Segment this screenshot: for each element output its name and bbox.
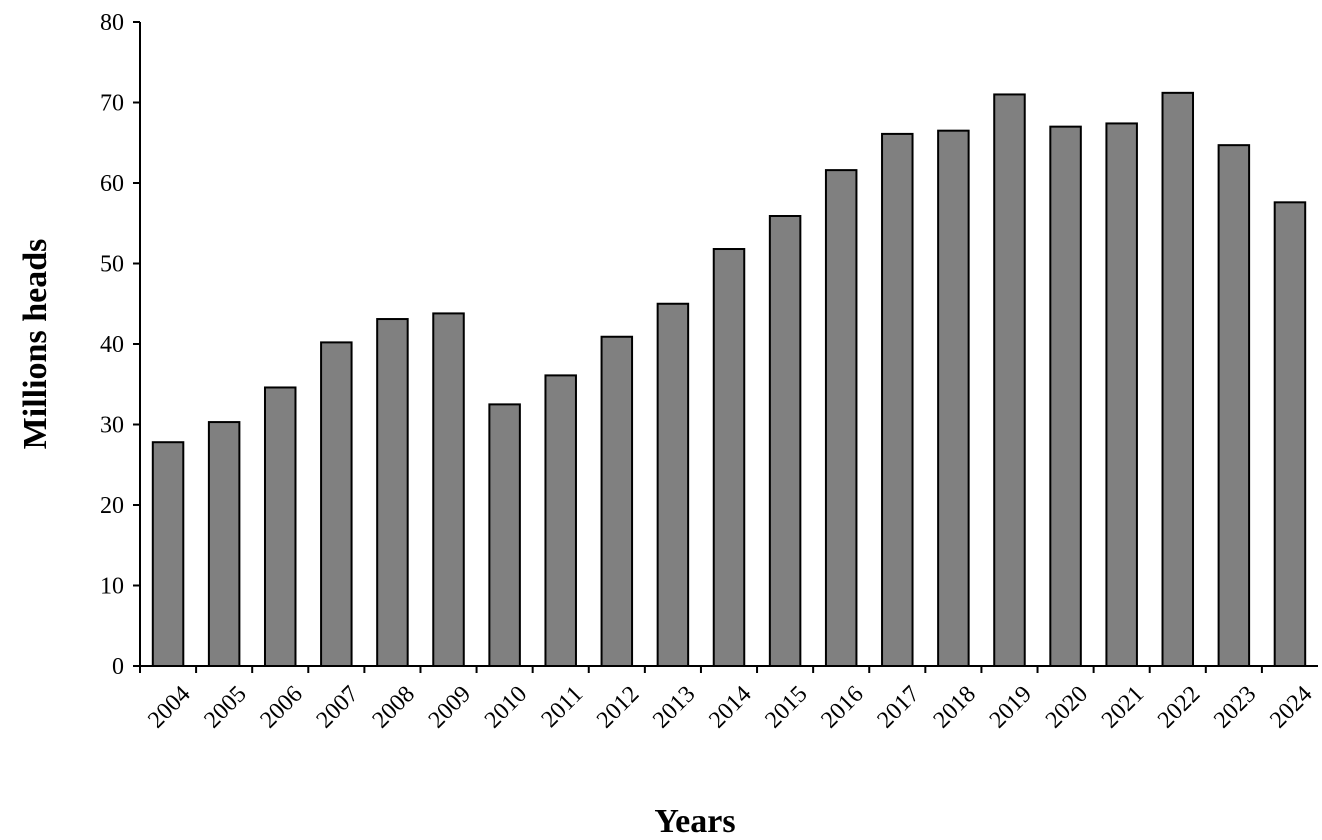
x-tick-label: 2009 <box>424 681 476 733</box>
bar-2013 <box>656 302 690 667</box>
bar-2012 <box>600 335 634 667</box>
x-tick-label: 2006 <box>255 681 307 733</box>
x-tick-label: 2023 <box>1209 681 1261 733</box>
x-tick-label: 2021 <box>1097 681 1149 733</box>
x-tick-label: 2017 <box>873 681 925 733</box>
x-ticks-layer: 2004 2005 2006 2007 2008 2009 2010 2011 2012 2013… <box>139 666 1318 733</box>
y-tick-label: 70 <box>100 91 124 117</box>
bar-2018 <box>937 129 970 668</box>
y-tick-label: 30 <box>100 413 124 439</box>
bar-2016 <box>824 169 858 667</box>
x-tick-label: 2024 <box>1265 681 1317 733</box>
y-tick-label: 20 <box>100 493 124 519</box>
x-tick-label: 2015 <box>760 681 812 733</box>
bar-2011 <box>544 374 577 667</box>
bar-2014 <box>712 248 746 667</box>
x-tick-label: 2018 <box>929 681 981 733</box>
y-tick-label: 0 <box>112 654 124 680</box>
x-tick-label: 2007 <box>312 681 364 733</box>
bar-2009 <box>432 312 465 667</box>
x-tick-label: 2010 <box>480 681 532 733</box>
bar-2008 <box>376 318 409 667</box>
bar-2015 <box>768 215 802 667</box>
x-tick-label: 2008 <box>368 681 420 733</box>
bar-2022 <box>1161 91 1195 667</box>
y-ticks-layer: 0 10 20 30 40 50 60 70 80 <box>100 10 140 680</box>
x-tick-label: 2011 <box>537 681 589 733</box>
x-tick-label: 2014 <box>704 681 756 733</box>
bar-2021 <box>1105 122 1138 668</box>
bar-2017 <box>881 132 914 667</box>
bar-2005 <box>207 421 241 667</box>
x-tick-label: 2016 <box>816 681 868 733</box>
x-axis-title: Years <box>654 803 735 840</box>
bar-2007 <box>320 341 353 667</box>
bar-2010 <box>488 403 521 668</box>
bar-2020 <box>1049 125 1082 667</box>
bar-2019 <box>993 93 1026 667</box>
x-tick-label: 2019 <box>985 681 1037 733</box>
bar-2006 <box>263 386 297 667</box>
bar-2023 <box>1217 144 1251 668</box>
y-tick-label: 50 <box>100 252 124 278</box>
y-axis-title: Millions heads <box>17 239 54 450</box>
x-tick-label: 2004 <box>143 681 195 733</box>
x-tick-label: 2022 <box>1153 681 1205 733</box>
x-tick-label: 2012 <box>592 681 644 733</box>
y-tick-label: 10 <box>100 574 124 600</box>
bar-2004 <box>151 441 185 667</box>
y-tick-label: 40 <box>100 332 124 358</box>
bar-2024 <box>1273 201 1307 667</box>
y-tick-label: 80 <box>100 10 124 36</box>
x-tick-label: 2005 <box>199 681 251 733</box>
x-tick-label: 2020 <box>1041 681 1093 733</box>
y-tick-label: 60 <box>100 171 124 197</box>
x-tick-label: 2013 <box>648 681 700 733</box>
bars-layer <box>151 91 1307 668</box>
